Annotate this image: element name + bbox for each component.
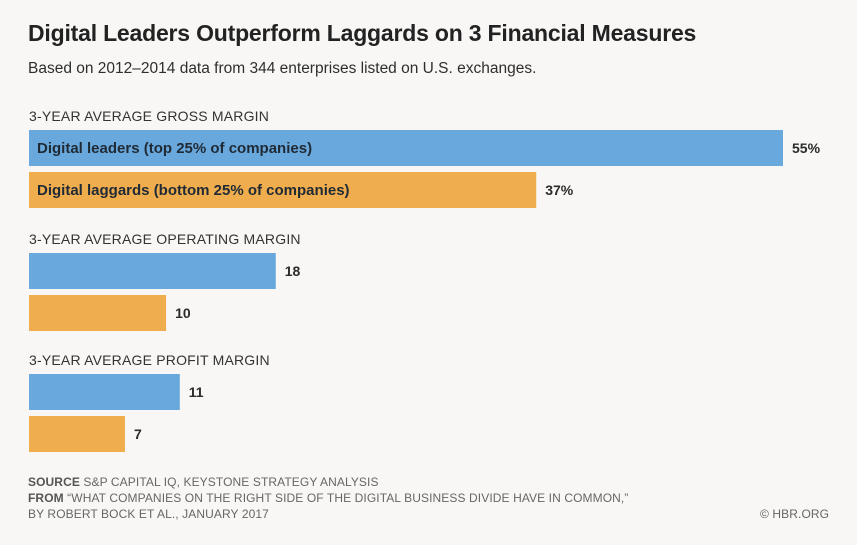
hbr-credit: © HBR.ORG [760,507,830,521]
value-label: 37% [545,182,574,198]
source-label: SOURCE [28,475,80,489]
value-label: 10 [175,305,191,321]
chart-title: Digital Leaders Outperform Laggards on 3… [28,20,697,46]
value-label: 7 [134,426,142,442]
source-text: S&P CAPITAL IQ, KEYSTONE STRATEGY ANALYS… [83,475,379,489]
chart-subtitle: Based on 2012–2014 data from 344 enterpr… [28,60,537,77]
laggards-bar [29,416,125,452]
source-line: SOURCE S&P CAPITAL IQ, KEYSTONE STRATEGY… [28,475,379,489]
from-text: “WHAT COMPANIES ON THE RIGHT SIDE OF THE… [67,491,629,505]
from-line: FROM “WHAT COMPANIES ON THE RIGHT SIDE O… [28,491,628,505]
leaders-bar [29,130,783,166]
bar-inside-label: Digital leaders (top 25% of companies) [37,140,312,157]
byline: BY ROBERT BOCK ET AL., JANUARY 2017 [28,507,269,521]
leaders-bar [29,374,180,410]
value-label: 55% [792,140,821,156]
value-label: 18 [285,263,301,279]
leaders-bar [29,253,276,289]
bar-inside-label: Digital laggards (bottom 25% of companie… [37,182,350,199]
group-label: 3-YEAR AVERAGE OPERATING MARGIN [29,231,301,247]
group-label: 3-YEAR AVERAGE PROFIT MARGIN [29,352,270,368]
laggards-bar [29,172,537,208]
laggards-bar [29,295,167,331]
from-label: FROM [28,491,64,505]
value-label: 11 [189,384,204,400]
group-label: 3-YEAR AVERAGE GROSS MARGIN [29,108,269,124]
